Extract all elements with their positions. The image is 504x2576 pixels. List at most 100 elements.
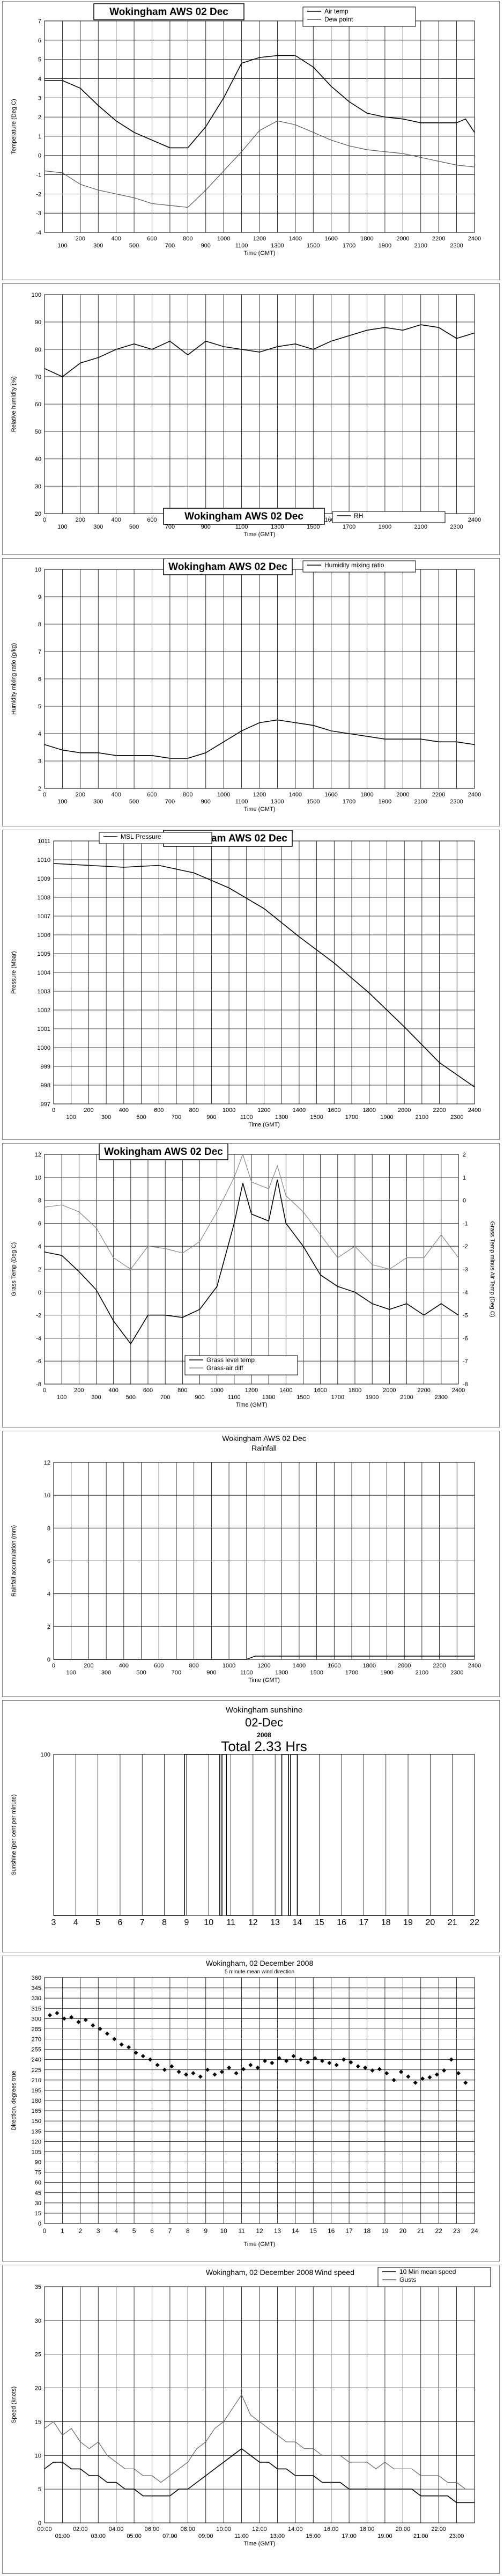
data-point: [320, 2059, 324, 2063]
data-point: [140, 2054, 145, 2059]
x-axis-title: Time (GMT): [244, 2541, 276, 2547]
title-box: [93, 3, 244, 20]
x-tick-label: 9: [184, 1918, 189, 1927]
x-tick-label: 12: [248, 1918, 258, 1927]
x-tick-label: 17:00: [342, 2533, 357, 2540]
x-tick-label: 13: [270, 1918, 280, 1927]
relative-humidity-chart: 2030405060708090100020040060080010001200…: [2, 283, 500, 555]
x-tick-label: 2400: [468, 792, 481, 798]
y-tick-label: 1008: [38, 895, 50, 901]
y-tick-label: 105: [32, 2149, 41, 2155]
grass-temperature-chart: -8 -6 -4 -2 0 2 4 6 8 10 12 -8 -7 -6 -5 -4 -3 -2 -1 0 1 2 0 200…: [2, 1143, 500, 1428]
x-tick-label: 100: [66, 1114, 76, 1121]
x-tick-label: 1500: [310, 1670, 323, 1676]
x-tick-label: 19: [403, 1918, 413, 1927]
x-tick-label: 1600: [324, 792, 337, 798]
y2-tick-label: -7: [463, 1358, 468, 1365]
x-tick-label: 22: [470, 1918, 479, 1927]
data-point: [427, 2075, 432, 2080]
x-tick-label: 21: [448, 1918, 457, 1927]
x-tick-label: 1100: [235, 243, 248, 249]
x-tick-label: 700: [165, 243, 175, 249]
data-point: [205, 2067, 210, 2072]
x-tick-label: 1300: [271, 799, 284, 805]
chart-subtitle: 5 minute mean wind direction: [225, 1969, 294, 1975]
x-tick-label: 1900: [379, 799, 391, 805]
chart-svg: 0153045607590105120135150165180195210225…: [11, 1959, 478, 2248]
y-tick-label: 1007: [38, 913, 50, 920]
data-point: [148, 2057, 153, 2062]
chart-total: Total 2.33 Hrs: [221, 1738, 307, 1754]
x-tick-label: 200: [74, 1387, 84, 1394]
data-point: [162, 2067, 167, 2072]
legend-label: Grass level temp: [206, 1356, 255, 1364]
x-tick-label: 2000: [383, 1387, 396, 1394]
x-tick-label: 1500: [310, 1114, 323, 1121]
y-tick-label: 300: [32, 2016, 41, 2022]
y2-tick-label: -1: [463, 1220, 468, 1227]
x-tick-label: 1200: [257, 1663, 270, 1669]
data-point: [456, 2071, 461, 2076]
x-tick-label: 1200: [257, 1107, 270, 1114]
x-tick-label: 10:00: [216, 2526, 231, 2533]
y-tick-label: 30: [35, 484, 41, 490]
x-tick-label: 400: [111, 236, 121, 242]
y-tick-label: 50: [35, 429, 41, 435]
x-tick-label: 19:00: [377, 2533, 392, 2540]
y-tick-label: 35: [35, 2284, 41, 2290]
x-tick-label: 3: [97, 2227, 100, 2235]
x-tick-label: 200: [76, 236, 85, 242]
y-tick-label: 999: [41, 1064, 50, 1070]
series-line: [45, 55, 475, 149]
x-tick-label: 16: [328, 2227, 335, 2235]
x-tick-label: 2100: [416, 1670, 428, 1676]
series-line: [44, 2448, 475, 2504]
y-tick-label: 75: [35, 2170, 41, 2176]
x-tick-label: 1200: [253, 792, 266, 798]
data-point: [334, 2062, 339, 2067]
x-tick-label: 900: [206, 1114, 216, 1121]
legend-label: Air temp: [324, 8, 349, 15]
chart-svg: -4 -3 -2 -1 0 1 2 3 4 5 6 7 200 400 600 800 1000 1200 1400…: [11, 3, 481, 257]
y-tick-label: 60: [35, 401, 41, 408]
data-point: [183, 2072, 188, 2077]
x-tick-label: 300: [91, 1394, 101, 1401]
data-point: [48, 2012, 53, 2017]
x-axis-title: Time (GMT): [248, 1122, 280, 1128]
y-tick-label: 4: [38, 731, 41, 737]
x-tick-label: 700: [165, 524, 175, 530]
x-tick-label: 11:00: [234, 2533, 249, 2540]
x-tick-label: 500: [129, 799, 139, 805]
x-tick-label: 1100: [240, 1670, 253, 1676]
legend-label: Grass-air diff: [206, 1364, 243, 1372]
x-tick-label: 2000: [396, 236, 409, 242]
y-tick-label: 997: [41, 1101, 50, 1108]
x-tick-label: 1000: [223, 1663, 235, 1669]
data-point: [119, 2042, 124, 2047]
x-tick-label: 2400: [468, 236, 481, 242]
y-tick-label: 10: [35, 2453, 41, 2459]
x-tick-label: 700: [172, 1114, 181, 1121]
x-tick-label: 5: [132, 2227, 136, 2235]
x-tick-label: 1400: [279, 1387, 292, 1394]
x-tick-label: 700: [172, 1670, 181, 1676]
y-tick-label: 225: [32, 2067, 41, 2074]
x-tick-label: 1300: [271, 243, 284, 249]
x-tick-label: 2100: [414, 243, 427, 249]
data-point: [413, 2080, 418, 2085]
x-tick-label: 2300: [435, 1394, 448, 1401]
chart-title: Wokingham, 02 December 2008: [206, 2268, 314, 2277]
x-tick-label: 500: [129, 524, 139, 530]
title-box: [163, 508, 325, 525]
data-point: [298, 2057, 303, 2062]
x-tick-label: 400: [119, 1107, 129, 1114]
x-tick-label: 18: [381, 1918, 391, 1927]
y-tick-label: 7: [38, 18, 41, 25]
x-tick-label: 2100: [414, 799, 427, 805]
y-tick-label: 4: [38, 1243, 41, 1250]
y-tick-label: 135: [32, 2128, 41, 2135]
y-tick-label: -8: [36, 1381, 41, 1388]
y-tick-label: 998: [41, 1082, 50, 1089]
series-line: [53, 863, 475, 1088]
x-tick-label: 800: [183, 792, 192, 798]
